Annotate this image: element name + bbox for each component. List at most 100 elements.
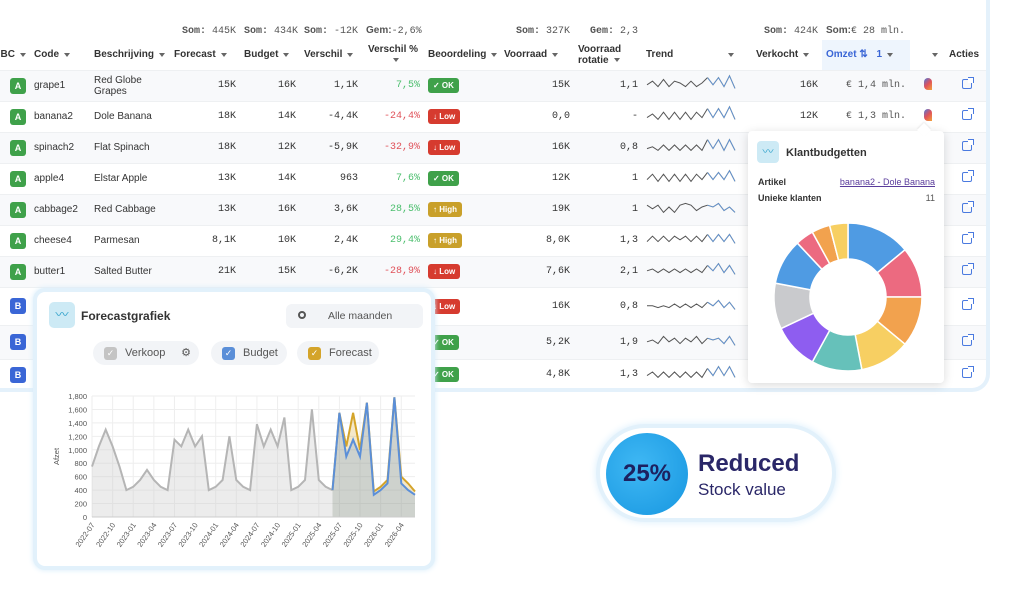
sparkline-budget: [707, 233, 736, 244]
col-trend[interactable]: Trend: [642, 40, 752, 70]
y-tick-label: 1,800: [68, 392, 87, 401]
budget-cell: 16K: [240, 193, 300, 225]
abc-badge: B: [10, 298, 26, 314]
article-link[interactable]: banana2 - Dole Banana: [839, 177, 935, 187]
sort-icon: ⇅: [859, 49, 868, 61]
code-cell: cheese4: [30, 224, 90, 256]
sparkline-history: [646, 368, 708, 379]
series-area-forecast: [332, 397, 415, 517]
line-chart-icon: 〰: [49, 302, 75, 328]
voorraad-cell: 16K: [500, 286, 574, 325]
external-link-icon[interactable]: [962, 77, 974, 89]
sum-rotatie: 2,3: [619, 25, 638, 37]
customer-budget-icon[interactable]: [923, 78, 932, 90]
sparkline-budget: [707, 262, 736, 275]
external-link-icon[interactable]: [962, 108, 974, 120]
table-row[interactable]: A grape1 Red Globe Grapes 15K 16K 1,1K 7…: [0, 69, 986, 101]
forecast-cell: 15K: [170, 69, 240, 101]
verschil-pct-cell: -28,9%: [362, 255, 424, 287]
col-budget[interactable]: Budget: [240, 40, 300, 70]
y-tick-label: 1,400: [68, 419, 87, 428]
voorraad-cell: 12K: [500, 162, 574, 194]
external-link-icon[interactable]: [962, 232, 974, 244]
rating-badge: ✓ OK: [428, 171, 459, 186]
verschil-cell: -6,2K: [300, 255, 362, 287]
rotatie-cell: 1: [574, 162, 642, 194]
col-code[interactable]: Code: [30, 40, 90, 70]
col-options[interactable]: [910, 40, 945, 70]
omzet-cell: € 1,3 mln.: [822, 100, 910, 132]
col-omzet[interactable]: Omzet ⇅ 1: [822, 40, 910, 70]
budget-cell: 16K: [240, 69, 300, 101]
external-link-icon[interactable]: [962, 263, 974, 275]
col-voorraad[interactable]: Voorraad: [500, 40, 574, 70]
checkbox-icon: ✓: [104, 347, 117, 360]
budget-cell: 15K: [240, 255, 300, 287]
period-select[interactable]: Alle maanden: [286, 304, 423, 328]
sparkline-history: [646, 77, 708, 88]
forecast-chart: 0 200 400 600 800 1,000 1,200 1,400 1,600 1,800 Af…: [52, 392, 416, 549]
sparkline-budget: [707, 74, 736, 89]
legend-toggle-forecast[interactable]: ✓ Forecast: [297, 341, 379, 365]
col-beschrijving[interactable]: Beschrijving: [90, 40, 170, 70]
donut-slice[interactable]: [828, 222, 849, 262]
x-tick-label: 2025-01: [280, 521, 303, 549]
external-link-icon[interactable]: [962, 201, 974, 213]
x-tick-label: 2022-07: [73, 521, 96, 549]
sum-label: Som:: [763, 25, 788, 37]
code-cell: apple4: [30, 162, 90, 194]
rotatie-cell: 1,9: [574, 324, 642, 359]
forecast-cell: 13K: [170, 193, 240, 225]
forecast-cell: 21K: [170, 255, 240, 287]
x-tick-label: 2024-10: [259, 521, 282, 549]
forecast-cell: 18K: [170, 100, 240, 132]
omzet-cell: € 1,4 mln.: [822, 69, 910, 101]
external-link-icon[interactable]: [962, 333, 974, 346]
sum-verkocht: 424K: [793, 25, 818, 37]
trend-sparkline: [646, 169, 736, 183]
abc-badge: A: [10, 263, 26, 280]
external-link-icon[interactable]: [962, 297, 974, 310]
stat-value: 25%: [606, 433, 688, 515]
customer-budget-icon[interactable]: [923, 109, 932, 121]
trend-sparkline: [646, 262, 736, 275]
col-rotatie[interactable]: Voorraad rotatie: [578, 43, 622, 66]
description-cell: Salted Butter: [90, 255, 170, 287]
sparkline-budget: [707, 299, 736, 310]
forecast-card-title: Forecastgrafiek: [81, 309, 171, 323]
trend-sparkline: [646, 105, 736, 121]
col-verschil-pct[interactable]: Verschil %: [362, 40, 424, 70]
abc-badge: A: [10, 77, 26, 94]
col-forecast[interactable]: Forecast: [170, 40, 240, 70]
voorraad-cell: 8,0K: [500, 224, 574, 256]
forecast-cell: 18K: [170, 131, 240, 163]
rating-badge: ↑ High: [428, 233, 462, 248]
voorraad-cell: 16K: [500, 131, 574, 163]
rating-badge: ↓ Low: [428, 298, 461, 314]
customer-donut-chart: [773, 222, 923, 372]
abc-badge: A: [10, 108, 26, 125]
external-link-icon[interactable]: [962, 170, 974, 182]
verschil-cell: 2,4K: [300, 224, 362, 256]
verschil-pct-cell: 7,5%: [362, 69, 424, 101]
col-beoordeling[interactable]: Beoordeling: [424, 40, 500, 70]
col-verkocht[interactable]: Verkocht: [752, 40, 822, 70]
rotatie-cell: 0,8: [574, 131, 642, 163]
verschil-pct-cell: -32,9%: [362, 131, 424, 163]
legend-toggle-verkoop[interactable]: ✓ Verkoop ⚙: [93, 341, 199, 365]
external-link-icon[interactable]: [962, 366, 974, 379]
col-verschil[interactable]: Verschil: [300, 40, 362, 70]
col-abc[interactable]: BC: [0, 40, 30, 70]
sparkline-budget: [707, 202, 736, 213]
table-row[interactable]: A banana2 Dole Banana 18K 14K -4,4K -24,…: [0, 100, 986, 132]
external-link-icon[interactable]: [962, 139, 974, 151]
x-tick-label: 2024-01: [197, 521, 220, 549]
x-tick-label: 2022-10: [94, 521, 117, 549]
sum-voorraad: 327K: [545, 25, 570, 37]
x-tick-label: 2025-04: [300, 521, 323, 549]
x-tick-label: 2023-04: [135, 521, 158, 549]
rotatie-cell: 1,1: [574, 69, 642, 101]
legend-toggle-budget[interactable]: ✓ Budget: [211, 341, 287, 365]
rating-badge: ↓ Low: [428, 140, 461, 155]
settings-gears-icon[interactable]: ⚙: [181, 347, 191, 359]
